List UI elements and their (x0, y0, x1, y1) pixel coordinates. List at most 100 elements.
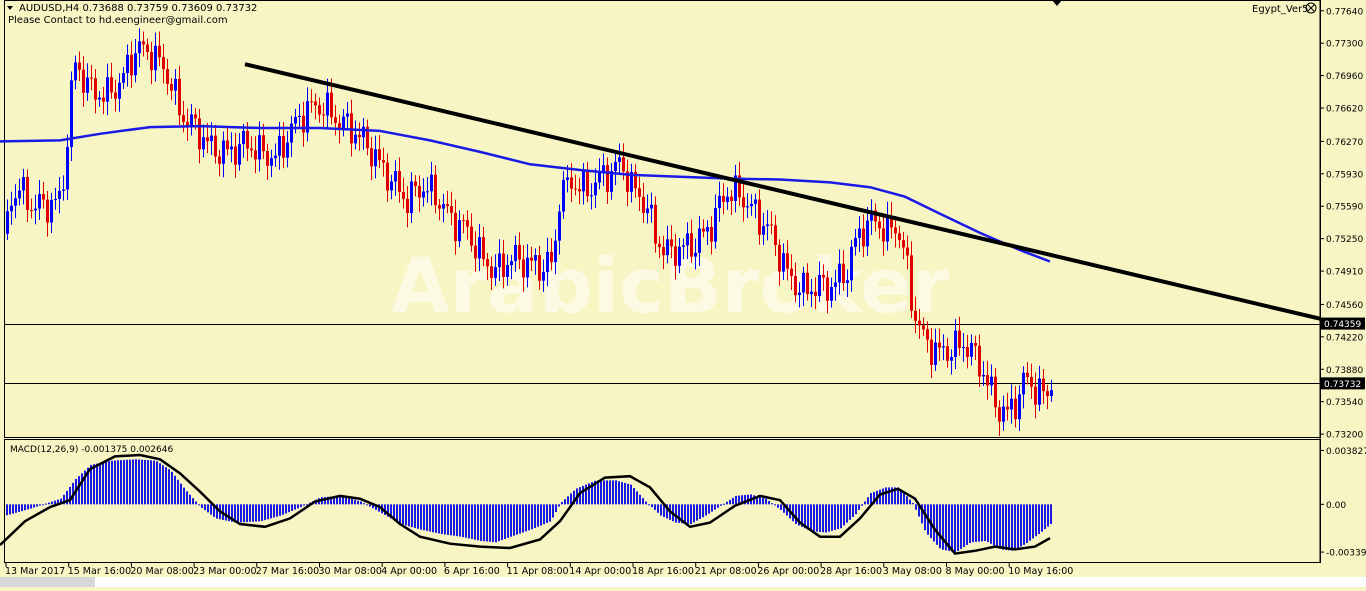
macd-histogram-bar (135, 459, 137, 505)
macd-histogram-bar (717, 504, 719, 508)
macd-histogram-bar (771, 503, 773, 505)
macd-histogram-bar (300, 504, 302, 508)
macd-histogram-bar (831, 504, 833, 531)
candle-body (782, 253, 785, 272)
indicator-settings-icon[interactable] (1305, 2, 1317, 14)
candle-body (382, 160, 385, 163)
macd-histogram-bar (285, 504, 287, 514)
candle-body (486, 259, 489, 267)
macd-histogram-bar (801, 504, 803, 527)
macd-histogram-bar (438, 504, 440, 534)
macd-histogram-bar (360, 501, 362, 505)
macd-histogram-bar (699, 504, 701, 519)
macd-histogram-bar (693, 504, 695, 523)
candle-body (390, 181, 393, 191)
candle-body (106, 77, 109, 102)
macd-histogram-bar (474, 504, 476, 540)
candle-body (30, 209, 33, 211)
macd-histogram-bar (177, 479, 179, 505)
candle-body (906, 247, 909, 256)
time-axis-label: 4 Apr 00:00 (381, 566, 437, 577)
macd-histogram-bar (18, 504, 20, 512)
macd-histogram-bar (660, 504, 662, 516)
macd-histogram-bar (195, 501, 197, 505)
macd-histogram-bar (969, 504, 971, 543)
macd-histogram-bar (633, 487, 635, 505)
candle-body (298, 115, 301, 118)
candle-body (662, 247, 665, 256)
time-axis-label: 26 Apr 00:00 (757, 566, 819, 577)
macd-histogram-bar (570, 493, 572, 505)
time-axis-label: 11 Apr 08:00 (507, 566, 569, 577)
macd-histogram-bar (1017, 504, 1019, 549)
candle-body (794, 276, 797, 296)
macd-histogram-bar (528, 504, 530, 531)
candle-body (890, 215, 893, 228)
macd-histogram-bar (390, 504, 392, 519)
candle-body (886, 215, 889, 242)
candle-body (222, 140, 225, 164)
candle-body (934, 342, 937, 365)
candle-body (570, 177, 573, 189)
candle-body (838, 263, 841, 283)
candle-body (490, 266, 493, 278)
scrollbar-track[interactable] (0, 577, 1366, 587)
macd-histogram-bar (990, 504, 992, 544)
price-axis-label: 0.73880 (1326, 366, 1363, 376)
macd-histogram-bar (372, 504, 374, 509)
macd-histogram-bar (42, 504, 44, 506)
candle-body (526, 257, 529, 278)
candle-body (898, 233, 901, 241)
candle-body (482, 237, 485, 260)
macd-histogram-bar (606, 480, 608, 505)
macd-histogram-bar (216, 504, 218, 519)
macd-histogram-bar (903, 492, 905, 505)
macd-histogram-bar (444, 504, 446, 535)
candle-body (854, 237, 857, 247)
scrollbar-thumb[interactable] (0, 577, 95, 587)
candle-body (950, 356, 953, 361)
price-axis-label: 0.74910 (1326, 268, 1363, 278)
candle-body (746, 206, 749, 208)
macd-histogram-bar (468, 504, 470, 539)
macd-histogram-bar (819, 504, 821, 532)
candle-body (942, 346, 945, 348)
candle-body (682, 245, 685, 247)
macd-histogram-bar (66, 490, 68, 505)
candle-body (806, 272, 809, 295)
candle-body (690, 233, 693, 257)
candle-body (742, 197, 745, 208)
collapse-triangle-icon[interactable] (7, 6, 13, 10)
macd-histogram-bar (159, 463, 161, 505)
macd-histogram-bar (891, 487, 893, 505)
macd-histogram-bar (339, 495, 341, 505)
macd-histogram-bar (549, 504, 551, 522)
macd-histogram-bar (852, 504, 854, 517)
candle-body (698, 228, 701, 253)
time-axis-label: 15 Mar 16:00 (68, 566, 131, 577)
macd-signal-line (0, 453, 1051, 555)
candle-body (1046, 391, 1049, 396)
candle-body (510, 261, 513, 266)
macd-histogram-bar (114, 460, 116, 505)
candle-body (666, 239, 669, 256)
candle-body (362, 126, 365, 138)
macd-histogram-bar (843, 504, 845, 526)
candle-body (614, 161, 617, 172)
macd-histogram-bar (342, 496, 344, 505)
candle-body (126, 54, 129, 74)
macd-histogram-bar (459, 504, 461, 537)
macd-histogram-bar (234, 504, 236, 523)
macd-histogram-bar (6, 504, 8, 516)
macd-histogram-bar (45, 503, 47, 505)
candle-body (766, 224, 769, 227)
price-axis-label: 0.73200 (1326, 431, 1363, 441)
macd-histogram-bar (849, 504, 851, 520)
macd-histogram-bar (792, 504, 794, 522)
candle-body (166, 69, 169, 84)
macd-histogram-bar (21, 504, 23, 512)
time-axis-label: 13 Mar 2017 (5, 566, 65, 577)
candle-body (154, 45, 157, 71)
macd-histogram-bar (1020, 504, 1022, 547)
macd-histogram-bar (642, 498, 644, 505)
